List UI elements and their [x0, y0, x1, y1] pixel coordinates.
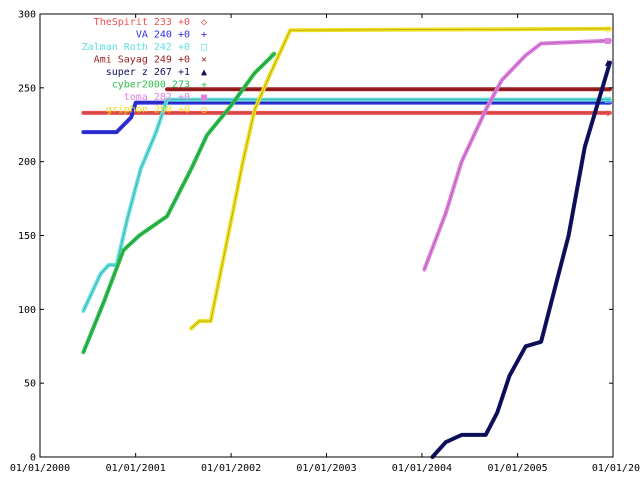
y-tick-label: 50 — [24, 379, 36, 390]
y-tick-label: 100 — [18, 305, 36, 316]
y-tick-label: 200 — [18, 157, 36, 168]
series-line-griphon — [189, 26, 612, 331]
legend: TheSpirit 233 +0 ◇ VA 240 +0 + Zalman Roth 2… — [82, 17, 207, 116]
series-line-core-griphon — [190, 28, 610, 329]
series-line-toma — [422, 38, 612, 272]
series-end-point-griphon: ○ — [605, 24, 611, 35]
series-line-core-toma — [424, 40, 610, 270]
legend-entry-label: toma 282 +0 — [124, 92, 190, 103]
x-axis: 01/01/2000 01/01/2001 01/01/2002 01/01/2003… — [10, 14, 640, 474]
series-line-cyber2000 — [81, 51, 277, 355]
x-tick-label: 01/01/2000 — [10, 463, 70, 474]
series-cyber2000: ✳ — [81, 49, 277, 355]
series-line-core-cyber2000 — [83, 53, 275, 353]
filled-square-icon: ■ — [201, 92, 207, 103]
series-layer: ◇+□×▲✳■○ — [81, 24, 612, 459]
series-end-point-thespirit: ◇ — [605, 108, 611, 119]
plus-icon: + — [201, 30, 207, 41]
series-super: ▲ — [430, 58, 612, 459]
square-icon: □ — [201, 42, 207, 53]
series-va: + — [81, 98, 612, 135]
series-thespirit: ◇ — [81, 108, 612, 119]
series-end-point-super: ▲ — [605, 58, 611, 69]
y-axis: 0 50 100 150 200 250 300 — [18, 10, 613, 464]
series-toma: ■ — [422, 36, 612, 272]
legend-entry-label: Zalman Roth 242 +0 — [82, 42, 190, 53]
legend-entry-label: TheSpirit 233 +0 — [94, 17, 190, 28]
x-tick-label: 01/01/20 — [592, 463, 640, 474]
series-line-core-super — [432, 62, 611, 458]
x-tick-label: 01/01/2001 — [106, 463, 166, 474]
circle-icon: ○ — [201, 105, 207, 116]
cross-icon: × — [201, 55, 207, 66]
x-tick-label: 01/01/2005 — [487, 463, 547, 474]
x-tick-label: 01/01/2002 — [201, 463, 261, 474]
legend-entry-label: Ami Sayag 249 +0 — [94, 55, 190, 66]
y-tick-label: 0 — [30, 453, 36, 464]
series-line-core-zalman — [83, 99, 610, 311]
triangle-icon: ▲ — [201, 67, 207, 78]
x-tick-label: 01/01/2003 — [296, 463, 356, 474]
series-line-core-va — [83, 102, 610, 133]
y-tick-label: 150 — [18, 231, 36, 242]
x-tick-label: 01/01/2004 — [392, 463, 452, 474]
series-end-point-zalman: □ — [605, 95, 611, 106]
series-end-point-va: + — [605, 98, 611, 109]
legend-entry-label: super z 267 +1 — [106, 67, 190, 78]
series-end-point-ami: × — [605, 84, 611, 95]
series-end-point-cyber2000: ✳ — [269, 49, 275, 60]
legend-entry-label: griphon 290 +0 — [106, 105, 190, 116]
asterisk-icon: ✳ — [201, 80, 207, 91]
series-line-va — [81, 100, 612, 135]
series-end-point-toma: ■ — [605, 36, 611, 47]
series-line-zalman — [81, 97, 612, 313]
legend-entry-label: VA 240 +0 — [136, 30, 190, 41]
series-zalman: □ — [81, 95, 612, 313]
series-griphon: ○ — [189, 24, 612, 331]
legend-entry-label: cyber2000 273 — [112, 80, 190, 91]
y-tick-label: 250 — [18, 83, 36, 94]
y-tick-label: 300 — [18, 10, 36, 21]
series-line-super — [430, 60, 612, 459]
diamond-icon: ◇ — [201, 17, 207, 28]
